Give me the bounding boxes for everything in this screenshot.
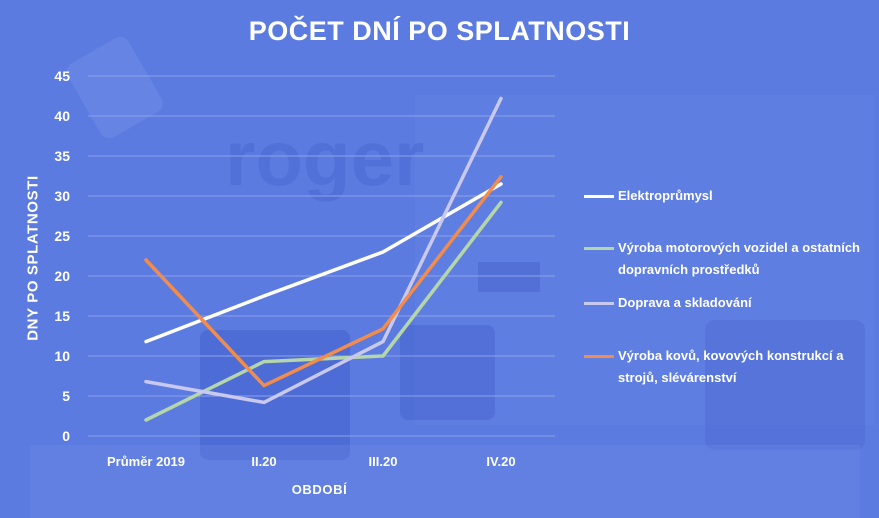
legend-label: Doprava a skladování [618, 295, 752, 310]
y-axis-ticks: 0 5 10 15 20 25 30 35 40 45 [54, 68, 70, 444]
x-tick-label: IV.20 [486, 454, 515, 469]
y-tick-label: 5 [62, 388, 70, 404]
legend-swatch [584, 355, 614, 358]
series-line-3[interactable] [144, 175, 503, 388]
legend-swatch [584, 195, 614, 198]
x-tick-label: Průměr 2019 [107, 454, 185, 469]
series-line-1[interactable] [144, 200, 503, 422]
x-tick-label: III.20 [369, 454, 398, 469]
series-line-2[interactable] [144, 96, 503, 405]
y-tick-label: 20 [54, 268, 70, 284]
y-tick-label: 10 [54, 348, 70, 364]
x-axis-ticks: Průměr 2019 II.20 III.20 IV.20 [107, 454, 516, 469]
y-tick-label: 0 [62, 428, 70, 444]
series-lines [144, 96, 503, 422]
legend-label: Elektroprůmysl [618, 188, 713, 203]
legend-swatch [584, 247, 614, 250]
svg-text:roger: roger [225, 114, 424, 202]
y-tick-label: 45 [54, 68, 70, 84]
y-tick-label: 35 [54, 148, 70, 164]
x-tick-label: II.20 [251, 454, 276, 469]
x-axis-title: OBDOBÍ [291, 482, 348, 497]
y-tick-label: 15 [54, 308, 70, 324]
legend-label: Výroba kovů, kovových konstrukcí a stroj… [618, 348, 844, 385]
y-tick-label: 30 [54, 188, 70, 204]
y-axis-title: DNY PO SPLATNOSTI [24, 175, 42, 341]
y-tick-label: 40 [54, 108, 70, 124]
legend-label: Výroba motorových vozidel a ostatních do… [618, 240, 860, 277]
legend-swatch [584, 302, 614, 305]
chart-title: POČET DNÍ PO SPLATNOSTI [248, 16, 631, 46]
y-tick-label: 25 [54, 228, 70, 244]
